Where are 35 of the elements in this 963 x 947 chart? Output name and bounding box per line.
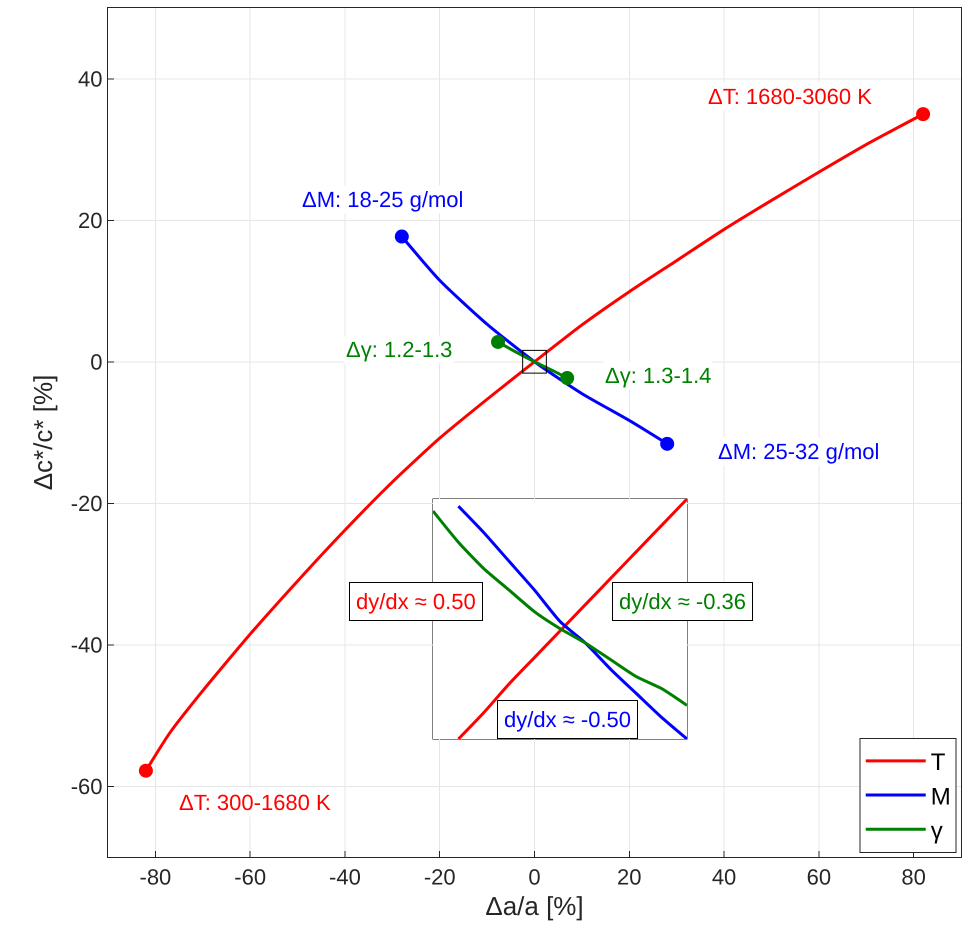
x-tick-label: 0 [528,864,541,890]
legend-label: T [930,749,946,776]
legend-label: γ [930,818,943,845]
annotation: Δγ: 1.3-1.4 [605,363,712,388]
x-tick-label: -80 [139,864,172,890]
annotation: ΔT: 1680-3060 K [708,84,872,109]
x-tick-label: 20 [617,864,642,890]
point [660,436,674,451]
x-tick-label: -40 [329,864,361,890]
annotation: dy/dx ≈ -0.50 [504,707,632,732]
annotation: ΔT: 300-1680 K [179,790,332,815]
y-axis-title: Δc*/c* [%] [28,374,58,490]
y-tick-label: 0 [90,349,102,374]
x-axis-title: Δa/a [%] [485,891,584,922]
annotation: Δγ: 1.2-1.3 [346,337,452,362]
point [138,764,153,778]
y-tick-label: -20 [70,490,102,516]
point [916,107,930,122]
legend-label: M [930,783,951,810]
x-tick-label: 40 [712,864,736,890]
x-tick-label: 60 [806,864,832,890]
annotation: dy/dx ≈ -0.36 [619,589,746,614]
y-tick-label: 40 [78,66,102,92]
annotation: dy/dx ≈ 0.50 [356,589,476,614]
y-tick-label: -60 [70,774,102,799]
y-tick-label: 20 [78,208,102,233]
point [560,371,574,386]
point [491,334,506,349]
annotation: ΔM: 25-32 g/mol [718,439,880,464]
x-tick-label: -20 [424,864,456,890]
y-tick-label: -40 [70,632,102,658]
x-tick-label: 80 [901,864,926,890]
x-tick-label: -60 [234,864,266,890]
point [394,230,409,244]
annotation: ΔM: 18-25 g/mol [302,187,464,212]
